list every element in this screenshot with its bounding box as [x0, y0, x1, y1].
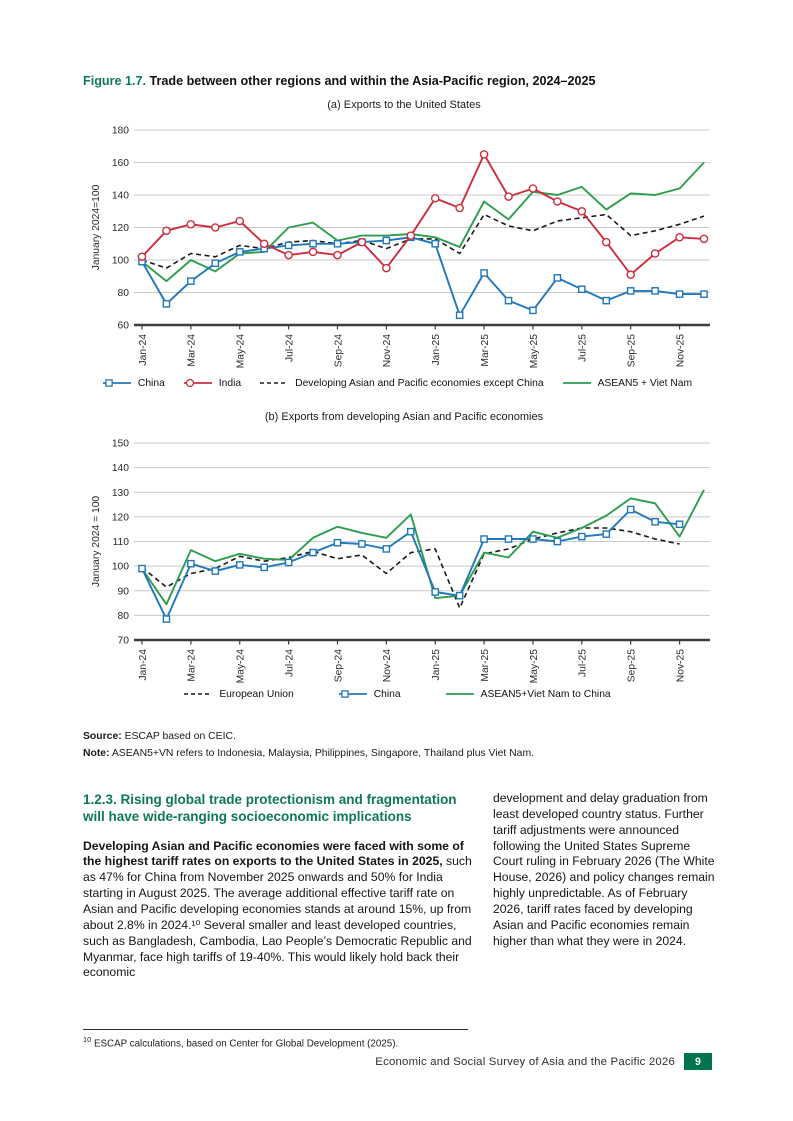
legend-label: China — [373, 688, 401, 700]
svg-text:Sep-25: Sep-25 — [626, 649, 637, 682]
svg-text:130: 130 — [112, 488, 129, 499]
legend-item-european-union: European Union — [183, 688, 294, 700]
svg-text:80: 80 — [118, 611, 130, 622]
left-paragraph-rest: such as 47% for China from November 2025… — [83, 854, 472, 980]
svg-text:May-24: May-24 — [236, 649, 247, 684]
svg-text:Nov-24: Nov-24 — [382, 649, 393, 682]
note-line: Note: ASEAN5+VN refers to Indonesia, Mal… — [83, 748, 713, 759]
svg-text:January 2024 = 100: January 2024 = 100 — [91, 496, 102, 588]
source-label: Source: — [83, 731, 122, 742]
legend-label: ASEAN5+Viet Nam to China — [480, 688, 611, 700]
svg-text:January 2024=100: January 2024=100 — [91, 184, 102, 270]
svg-text:80: 80 — [118, 288, 130, 299]
svg-text:140: 140 — [112, 463, 129, 474]
chart-b-canvas: 70 80 90 100 110 120 130 140 150 Jan-24 Mar-24 May-… — [91, 439, 710, 684]
svg-text:Mar-24: Mar-24 — [187, 649, 198, 682]
figure-title-text: Trade between other regions and within t… — [146, 74, 596, 88]
legend-label: India — [218, 377, 242, 389]
legend-label: ASEAN5 + Viet Nam — [597, 377, 693, 389]
legend-swatch — [184, 693, 213, 695]
chart-a-canvas: 60 80 100 120 140 160 180 Jan-24 Mar-24 May-24 Jul… — [91, 126, 710, 369]
svg-text:70: 70 — [118, 636, 130, 647]
legend-item-china: China — [102, 377, 165, 389]
figure-title: Figure 1.7. Trade between other regions … — [83, 74, 723, 88]
footnote-rule — [83, 1029, 468, 1031]
footer-title: Economic and Social Survey of Asia and t… — [375, 1055, 675, 1068]
legend-label: Developing Asian and Pacific economies e… — [295, 377, 544, 389]
legend-label: China — [137, 377, 165, 389]
svg-text:Mar-24: Mar-24 — [187, 334, 198, 367]
svg-text:60: 60 — [118, 321, 130, 332]
body-columns: 1.2.3. Rising global trade protectionism… — [83, 791, 715, 981]
source-line: Source: ESCAP based on CEIC. — [83, 731, 713, 742]
svg-text:Jan-25: Jan-25 — [431, 649, 442, 681]
chart-b-legend: European Union China ASEAN5+Viet Nam to Ch… — [73, 688, 721, 700]
svg-text:Jan-24: Jan-24 — [138, 649, 149, 681]
page-footer: Economic and Social Survey of Asia and t… — [375, 1053, 712, 1070]
legend-item-developing-asian-and-pacific-economies-except-china: Developing Asian and Pacific economies e… — [259, 377, 544, 389]
legend-swatch — [102, 379, 131, 387]
svg-text:Mar-25: Mar-25 — [480, 334, 491, 367]
svg-text:120: 120 — [112, 223, 129, 234]
svg-text:120: 120 — [112, 512, 129, 523]
left-column: 1.2.3. Rising global trade protectionism… — [83, 791, 474, 981]
footnote-text: ESCAP calculations, based on Center for … — [91, 1038, 399, 1050]
svg-text:90: 90 — [118, 586, 130, 597]
note-label: Note: — [83, 748, 110, 759]
note-text: ASEAN5+VN refers to Indonesia, Malaysia,… — [109, 748, 534, 759]
legend-swatch — [338, 690, 367, 698]
legend-item-india: India — [183, 377, 241, 389]
chart-a-legend: China India Developing Asian and Pacific e… — [73, 377, 721, 389]
svg-text:Mar-25: Mar-25 — [480, 649, 491, 682]
legend-label: European Union — [219, 688, 294, 700]
svg-text:160: 160 — [112, 158, 129, 169]
section-heading: 1.2.3. Rising global trade protectionism… — [83, 792, 457, 825]
figure-label: Figure 1.7. — [83, 74, 146, 88]
source-text: ESCAP based on CEIC. — [121, 731, 236, 742]
legend-swatch — [562, 382, 591, 384]
left-paragraph-lead: Developing Asian and Pacific economies w… — [83, 838, 464, 869]
legend-item-asean5-viet-nam: ASEAN5 + Viet Nam — [562, 377, 693, 389]
svg-text:100: 100 — [112, 256, 129, 267]
legend-swatch — [260, 382, 289, 384]
svg-text:May-25: May-25 — [529, 334, 540, 369]
svg-text:Jan-25: Jan-25 — [431, 334, 442, 366]
svg-text:Jan-24: Jan-24 — [138, 334, 149, 366]
svg-text:Jul-25: Jul-25 — [578, 649, 589, 677]
svg-text:May-24: May-24 — [236, 334, 247, 369]
svg-text:Sep-24: Sep-24 — [333, 334, 344, 367]
svg-text:May-25: May-25 — [529, 649, 540, 684]
legend-item-china: China — [338, 688, 401, 700]
left-paragraph: Developing Asian and Pacific economies w… — [83, 839, 474, 982]
svg-text:Nov-24: Nov-24 — [382, 334, 393, 367]
svg-text:110: 110 — [113, 537, 130, 548]
chart-b-subtitle: (b) Exports from developing Asian and Pa… — [264, 411, 544, 423]
legend-item-asean5-viet-nam-to-china: ASEAN5+Viet Nam to China — [445, 688, 611, 700]
svg-text:Nov-25: Nov-25 — [675, 334, 686, 367]
svg-text:Sep-25: Sep-25 — [626, 334, 637, 367]
svg-text:Jul-24: Jul-24 — [284, 334, 295, 362]
legend-swatch — [445, 693, 474, 695]
svg-text:150: 150 — [112, 439, 129, 450]
svg-text:180: 180 — [112, 126, 129, 137]
svg-text:100: 100 — [112, 562, 129, 573]
svg-text:Sep-24: Sep-24 — [333, 649, 344, 682]
footnote-marker: 10 — [83, 1035, 92, 1044]
svg-text:Nov-25: Nov-25 — [675, 649, 686, 682]
footnote: 10 ESCAP calculations, based on Center f… — [83, 1035, 583, 1049]
svg-text:140: 140 — [112, 191, 129, 202]
chart-a-subtitle: (a) Exports to the United States — [327, 99, 481, 111]
svg-text:Jul-24: Jul-24 — [284, 649, 295, 677]
right-column: development and delay graduation from le… — [493, 791, 715, 950]
legend-swatch — [183, 378, 212, 388]
page-number-badge: 9 — [684, 1053, 712, 1070]
svg-text:Jul-25: Jul-25 — [578, 334, 589, 362]
right-paragraph: development and delay graduation from le… — [493, 791, 715, 948]
